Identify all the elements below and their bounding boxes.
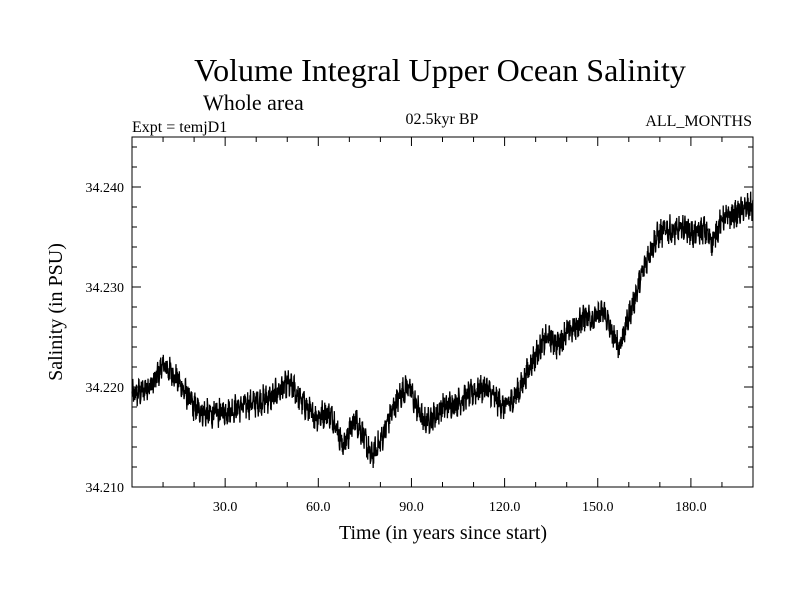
salinity-series-line <box>131 191 754 469</box>
y-axis-label: Salinity (in PSU) <box>45 243 67 381</box>
x-tick-label: 30.0 <box>213 500 238 515</box>
months-label: ALL_MONTHS <box>645 113 752 130</box>
plot-frame <box>131 136 754 488</box>
x-axis: 30.0 60.0 90.0 120.0 150.0 180.0 <box>162 137 723 515</box>
x-tick-label: 120.0 <box>489 500 521 515</box>
y-axis: 34.210 34.220 34.230 34.240 <box>86 146 753 496</box>
x-tick-label: 90.0 <box>399 500 424 515</box>
x-tick-label: 150.0 <box>582 500 614 515</box>
chart-subtitle: Whole area <box>203 90 304 115</box>
x-tick-label: 60.0 <box>306 500 331 515</box>
y-tick-label: 34.220 <box>86 381 125 396</box>
y-tick-label: 34.210 <box>86 481 125 496</box>
x-axis-label: Time (in years since start) <box>339 522 547 544</box>
period-label: 02.5kyr BP <box>406 111 479 128</box>
y-tick-label: 34.240 <box>86 181 125 196</box>
experiment-label: Expt = temjD1 <box>132 119 227 136</box>
x-tick-label: 180.0 <box>675 500 707 515</box>
chart-title: Volume Integral Upper Ocean Salinity <box>194 52 686 88</box>
series-group <box>131 191 754 469</box>
y-tick-label: 34.230 <box>86 281 125 296</box>
